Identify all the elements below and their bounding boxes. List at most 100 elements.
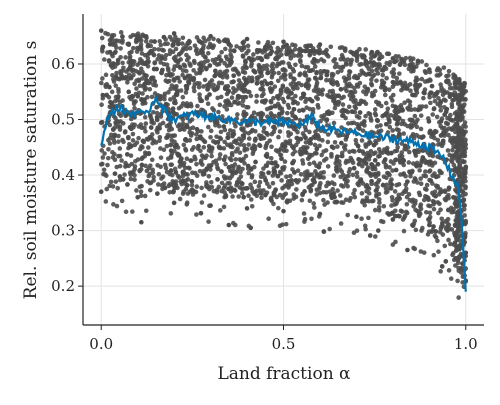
scatter-point bbox=[177, 122, 182, 127]
scatter-point bbox=[167, 51, 173, 57]
scatter-point bbox=[453, 200, 459, 206]
scatter-point bbox=[324, 77, 329, 83]
scatter-point bbox=[245, 43, 251, 49]
scatter-point bbox=[268, 80, 274, 86]
scatter-point bbox=[217, 156, 222, 161]
scatter-point bbox=[281, 99, 287, 105]
scatter-point bbox=[329, 144, 335, 150]
scatter-point bbox=[460, 158, 465, 164]
scatter-point bbox=[419, 228, 424, 233]
scatter-point bbox=[185, 172, 190, 177]
scatter-point bbox=[147, 135, 153, 140]
scatter-point bbox=[269, 144, 274, 150]
scatter-point bbox=[159, 182, 165, 188]
scatter-point bbox=[388, 182, 394, 187]
scatter-point bbox=[287, 183, 292, 188]
scatter-point bbox=[189, 182, 195, 188]
scatter-point bbox=[130, 131, 136, 137]
scatter-point bbox=[339, 52, 345, 58]
scatter-point bbox=[450, 97, 455, 103]
scatter-point bbox=[293, 62, 298, 68]
scatter-point bbox=[134, 49, 140, 54]
scatter-point bbox=[403, 173, 408, 179]
scatter-point bbox=[277, 147, 282, 153]
scatter-point bbox=[375, 161, 381, 167]
scatter-point bbox=[173, 34, 178, 40]
scatter-point bbox=[199, 129, 204, 134]
scatter-point bbox=[168, 148, 174, 153]
scatter-point bbox=[236, 166, 241, 171]
scatter-point bbox=[452, 74, 458, 79]
scatter-point bbox=[319, 152, 325, 158]
scatter-point bbox=[264, 81, 270, 87]
scatter-point bbox=[438, 226, 444, 231]
scatter-point bbox=[206, 174, 212, 179]
scatter-point bbox=[363, 101, 369, 106]
scatter-point bbox=[125, 182, 130, 187]
scatter-point bbox=[165, 65, 171, 71]
scatter-point bbox=[213, 68, 218, 74]
scatter-point bbox=[352, 194, 358, 200]
scatter-point bbox=[105, 155, 111, 161]
scatter-point bbox=[289, 124, 295, 129]
scatter-point bbox=[240, 40, 246, 46]
scatter-point bbox=[297, 57, 303, 63]
scatter-point bbox=[264, 130, 269, 136]
scatter-point bbox=[455, 278, 460, 284]
scatter-point bbox=[263, 178, 268, 183]
scatter-point bbox=[380, 81, 386, 86]
scatter-point bbox=[421, 173, 427, 179]
scatter-point bbox=[312, 64, 318, 69]
scatter-point bbox=[126, 42, 132, 48]
scatter-point bbox=[171, 39, 177, 44]
scatter-point bbox=[259, 99, 265, 104]
scatter-point bbox=[245, 163, 251, 169]
scatter-point bbox=[135, 194, 140, 200]
scatter-point bbox=[399, 57, 404, 63]
scatter-point bbox=[317, 143, 322, 149]
scatter-point bbox=[241, 142, 247, 148]
scatter-point bbox=[198, 148, 203, 154]
scatter-point bbox=[397, 213, 402, 219]
scatter-point bbox=[248, 225, 253, 231]
scatter-point bbox=[116, 111, 122, 117]
scatter-point bbox=[229, 150, 235, 156]
scatter-point bbox=[100, 44, 106, 50]
scatter-point bbox=[438, 119, 444, 124]
scatter-point bbox=[288, 74, 293, 80]
scatter-point bbox=[454, 121, 460, 127]
scatter-point bbox=[311, 175, 317, 181]
scatter-point bbox=[332, 105, 338, 111]
scatter-point bbox=[366, 186, 372, 191]
scatter-point bbox=[251, 52, 256, 57]
scatter-point bbox=[286, 133, 291, 139]
scatter-point bbox=[372, 107, 378, 112]
scatter-point bbox=[230, 194, 235, 199]
scatter-point bbox=[207, 80, 213, 85]
scatter-point bbox=[128, 75, 134, 81]
scatter-point bbox=[437, 201, 442, 207]
scatter-point bbox=[372, 172, 378, 177]
scatter-point bbox=[288, 82, 294, 87]
scatter-point bbox=[186, 79, 191, 85]
scatter-point bbox=[146, 43, 151, 48]
scatter-point bbox=[239, 190, 245, 196]
scatter-point bbox=[109, 89, 115, 95]
scatter-point bbox=[158, 155, 164, 160]
scatter-point bbox=[427, 67, 432, 72]
scatter-point bbox=[198, 60, 204, 66]
scatter-point bbox=[102, 151, 107, 156]
scatter-point bbox=[129, 49, 134, 55]
scatter-point bbox=[325, 132, 331, 137]
scatter-point bbox=[203, 155, 208, 161]
scatter-point bbox=[380, 150, 386, 155]
scatter-point bbox=[131, 169, 136, 175]
scatter-point bbox=[423, 169, 428, 174]
scatter-point bbox=[242, 130, 248, 135]
scatter-point bbox=[196, 84, 202, 90]
scatter-point bbox=[429, 134, 434, 140]
scatter-point bbox=[277, 129, 283, 134]
scatter-point bbox=[236, 72, 242, 77]
scatter-point bbox=[113, 120, 118, 125]
scatter-point bbox=[126, 135, 131, 140]
